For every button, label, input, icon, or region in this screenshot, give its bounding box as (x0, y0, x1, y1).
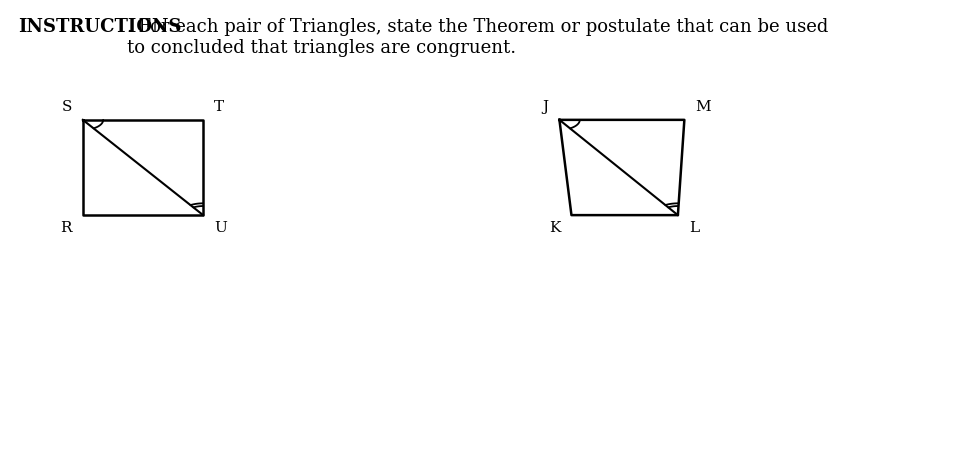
Text: J: J (541, 100, 548, 115)
Text: S: S (62, 100, 71, 115)
Text: INSTRUCTIONS: INSTRUCTIONS (18, 18, 182, 36)
Text: L: L (688, 220, 699, 235)
Text: M: M (695, 100, 710, 115)
Text: K: K (548, 220, 560, 235)
Text: R: R (61, 220, 71, 235)
Text: T: T (214, 100, 224, 115)
Text: . For each pair of Triangles, state the Theorem or postulate that can be used
to: . For each pair of Triangles, state the … (127, 18, 828, 56)
Text: U: U (214, 220, 227, 235)
